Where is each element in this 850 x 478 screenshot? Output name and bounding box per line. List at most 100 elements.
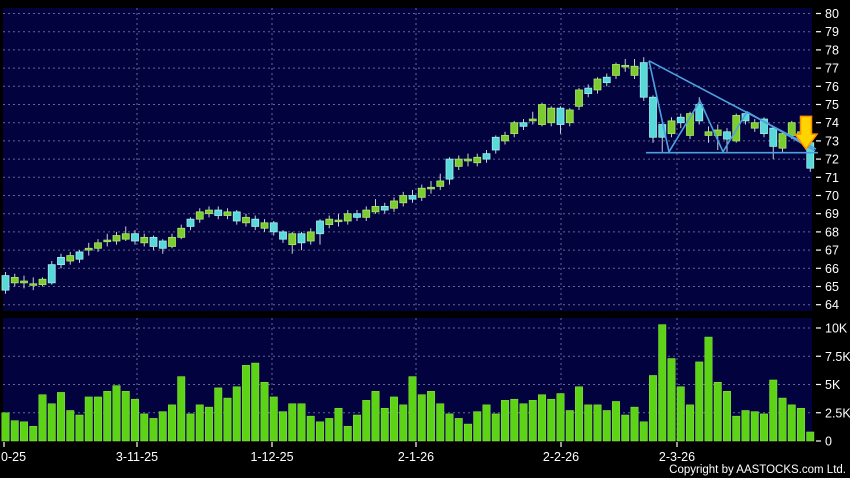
volume-bar (464, 423, 472, 442)
volume-bars (1, 324, 815, 442)
axis-labels: 80 79 78 77 76 75 74 73 72 71 70 69 68 67 66 65 64 10K 7.5… (1, 7, 850, 464)
volume-bar (10, 420, 19, 442)
candle-down (695, 104, 704, 122)
volume-bar (380, 407, 389, 442)
candle-up (343, 213, 352, 222)
candle-up (399, 195, 408, 204)
candle-down (769, 127, 778, 147)
candle-up (242, 216, 250, 224)
price-axis-label: 80 (825, 7, 839, 21)
candle-up (38, 278, 47, 286)
candlesticks (1, 57, 815, 294)
candle-down (186, 218, 195, 227)
candle-down (1, 275, 10, 291)
x-axis-date-label: 0-25 (1, 450, 26, 464)
volume-bar (343, 426, 352, 442)
volume-bar (723, 391, 731, 442)
volume-bar (214, 387, 223, 442)
volume-bar (390, 396, 398, 442)
volume-bar (547, 398, 556, 442)
volume-bar (769, 379, 778, 442)
candle-up (168, 236, 176, 247)
volume-bar (436, 403, 445, 442)
candle-down (214, 209, 223, 216)
volume-bar (565, 410, 574, 442)
x-axis-date-label: 2-1-26 (398, 450, 434, 464)
candle-up (436, 180, 445, 187)
volume-bar (741, 410, 750, 442)
candle-up (177, 227, 186, 238)
price-axis-label: 72 (825, 153, 839, 167)
candle-down (380, 206, 389, 211)
candle-down (584, 87, 593, 94)
volume-bar (232, 386, 241, 442)
candle-up (593, 78, 602, 91)
volume-bar (778, 397, 787, 442)
candle-up (473, 156, 482, 164)
candle-up (528, 118, 537, 122)
trendline-annotations (646, 60, 818, 154)
candle-up (667, 120, 676, 135)
volume-bar (528, 400, 537, 442)
volume-bar (658, 324, 667, 442)
volume-bar (621, 414, 630, 442)
volume-bar (417, 394, 426, 442)
candle-down (519, 122, 528, 127)
volume-bar (325, 418, 334, 442)
volume-bar (519, 403, 528, 442)
volume-bar (288, 403, 297, 442)
candle-up (464, 158, 472, 162)
volume-bar (639, 421, 648, 442)
candle-down (57, 256, 65, 266)
volume-bar (251, 362, 260, 442)
volume-bar (353, 414, 361, 442)
volume-bar (806, 431, 815, 442)
candle-up (121, 233, 130, 240)
volume-bar (408, 376, 417, 442)
volume-bar (630, 406, 639, 442)
volume-bar (501, 400, 509, 442)
price-axis-label: 76 (825, 80, 839, 94)
volume-bar (316, 421, 324, 442)
candle-down (676, 116, 685, 124)
x-axis-date-label: 1-12-25 (250, 450, 293, 464)
volume-bar (649, 375, 657, 442)
volume-bar (94, 396, 102, 442)
volume-bar (362, 400, 371, 442)
candle-up (501, 135, 509, 142)
candle-up (565, 109, 574, 124)
candle-up (223, 211, 232, 216)
trendline-upper-resistance (648, 60, 817, 150)
volume-bar (140, 413, 149, 442)
volume-bar (750, 411, 759, 442)
candle-up (575, 89, 583, 107)
price-axis-label: 73 (825, 134, 839, 148)
candle-down (131, 233, 139, 242)
candle-up (427, 186, 435, 190)
volume-bar (112, 385, 121, 442)
candle-up (288, 233, 297, 246)
volume-bar (584, 404, 593, 442)
price-axis-label: 65 (825, 280, 839, 294)
candle-up (454, 158, 463, 167)
candle-up (510, 122, 519, 135)
volume-bar (612, 401, 620, 442)
volume-bar (158, 411, 167, 442)
candle-up (390, 200, 398, 209)
candle-down (556, 107, 565, 125)
candle-down (269, 222, 278, 233)
candle-up (750, 122, 759, 129)
candle-up (704, 131, 713, 136)
candle-up (205, 209, 213, 215)
volume-bar (602, 410, 611, 442)
price-axis-label: 79 (825, 25, 839, 39)
candle-down (482, 153, 491, 160)
volume-bar (787, 404, 796, 442)
volume-bar (84, 396, 93, 442)
candle-up (778, 133, 787, 149)
price-axis-label: 77 (825, 62, 839, 76)
candle-up (612, 64, 620, 76)
candle-down (149, 236, 158, 247)
volume-bar (38, 394, 47, 442)
